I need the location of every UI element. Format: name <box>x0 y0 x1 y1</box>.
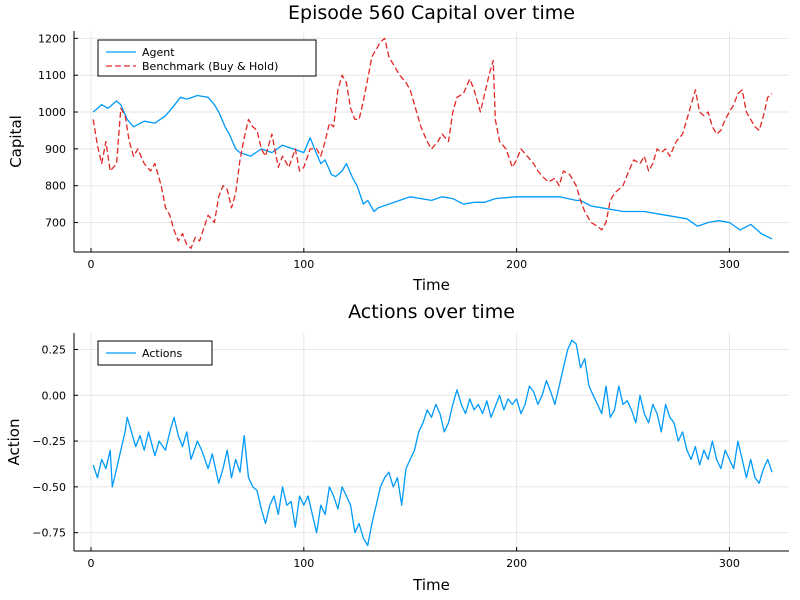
x-axis-label: Time <box>412 576 450 594</box>
legend-label: Benchmark (Buy & Hold) <box>142 60 278 73</box>
series-line-agent <box>92 94 773 240</box>
y-axis-label: Capital <box>7 115 25 168</box>
series-line-benchmark-buy-hold <box>92 37 773 249</box>
legend-label: Agent <box>142 46 175 59</box>
x-tick-label: 200 <box>506 258 527 271</box>
x-tick-label: 100 <box>293 258 314 271</box>
actions-chart: 0 100 200 300 −0.75 −0.50 −0.25 0.00 0.25 Actions… <box>5 301 789 594</box>
y-tick-label: 1200 <box>38 32 66 45</box>
x-tick-label: 200 <box>506 557 527 570</box>
legend-box <box>97 340 213 366</box>
legend-label: Actions <box>142 347 182 360</box>
legend: Actions <box>97 340 213 366</box>
y-tick-label: −0.75 <box>32 527 66 540</box>
x-tick-label: 100 <box>293 557 314 570</box>
y-tick-label: −0.50 <box>32 481 66 494</box>
capital-chart: 0 100 200 300 700 800 900 1000 1100 1200 Episode 5… <box>7 2 789 294</box>
y-tick-label: 700 <box>45 217 66 230</box>
chart-title: Actions over time <box>348 301 515 323</box>
x-tick-label: 0 <box>88 258 95 271</box>
y-axis-label: Action <box>5 419 23 466</box>
y-tick-label: 0.25 <box>42 343 67 356</box>
x-tick-label: 300 <box>719 258 740 271</box>
legend-box <box>97 39 317 77</box>
y-tick-label: 1100 <box>38 69 66 82</box>
x-axis-label: Time <box>412 276 450 294</box>
series-line-actions <box>92 339 773 547</box>
y-tick-label: 900 <box>45 143 66 156</box>
y-tick-label: −0.25 <box>32 435 66 448</box>
y-tick-label: 800 <box>45 180 66 193</box>
chart-title: Episode 560 Capital over time <box>288 2 575 24</box>
x-tick-label: 0 <box>88 557 95 570</box>
x-tick-label: 300 <box>719 557 740 570</box>
y-tick-label: 0.00 <box>42 389 67 402</box>
y-tick-label: 1000 <box>38 106 66 119</box>
